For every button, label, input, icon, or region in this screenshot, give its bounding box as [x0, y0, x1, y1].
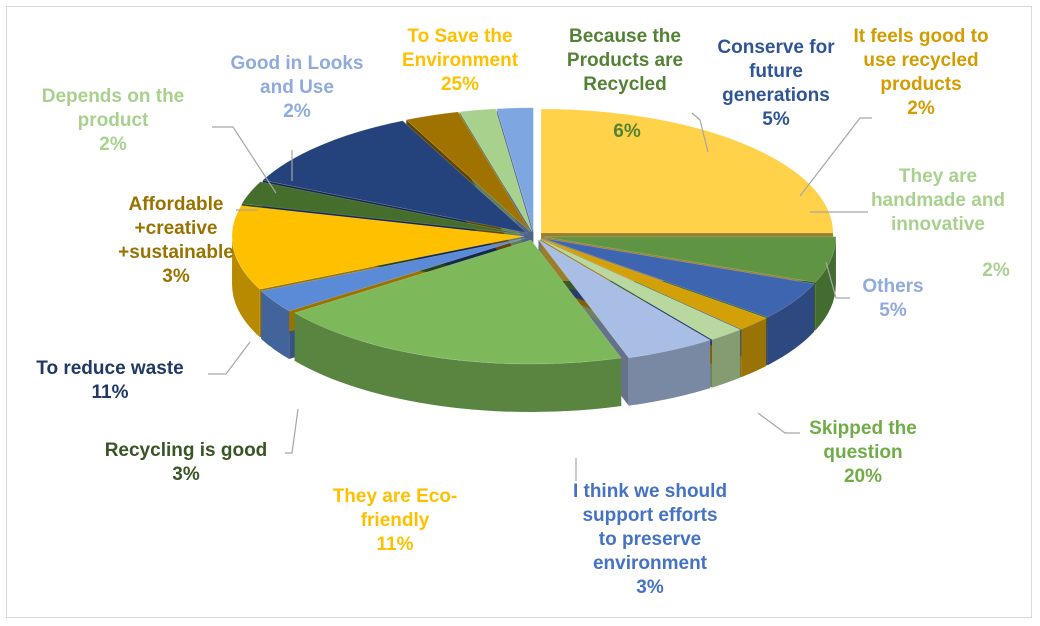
slice-percent-label: 3%	[172, 464, 200, 485]
pie-slice	[459, 108, 533, 232]
pie-slice	[496, 107, 534, 232]
slice-side	[767, 283, 815, 366]
slice-label-text: and Use	[260, 77, 334, 98]
slice-percent-label: 20%	[844, 466, 882, 487]
slice-label-text: +creative	[135, 218, 218, 239]
slice-label-text: environment	[593, 553, 708, 574]
pie-slice	[262, 120, 528, 234]
slice-label-text: generations	[722, 85, 830, 106]
slice-label-text: Affordable	[129, 194, 224, 215]
pie-slice	[260, 237, 526, 312]
slice-label-text: Others	[862, 276, 923, 297]
slice-percent-label: 2%	[283, 101, 311, 122]
slice-label-text: product	[78, 110, 149, 131]
slice-label-text: They are Eco-	[333, 486, 458, 507]
slice-label-text: Recycled	[583, 74, 666, 95]
slice-label-text: Because the	[569, 26, 681, 47]
slice-label: To reduce waste 11%	[36, 358, 183, 403]
pie-slice	[543, 236, 837, 283]
pie-slice	[538, 239, 711, 359]
slice-label-text: To reduce waste	[36, 358, 183, 379]
slice-label: I think we should support efforts to prese…	[573, 481, 727, 598]
slice-label: Affordable +creative +sustainable 3%	[118, 194, 234, 287]
leader-lines	[208, 112, 872, 481]
slice-percent-label: 3%	[162, 266, 190, 287]
slice-label: It feels good to use recycled products 2%	[853, 26, 988, 119]
slice-percent-label: 6%	[613, 121, 641, 142]
slice-label-text: Depends on the	[42, 86, 185, 107]
slice-labels: To Save the Environment 25% Because the Prod…	[36, 26, 1010, 598]
slice-label-text: Conserve for	[717, 37, 835, 58]
slice-label-text: I think we should	[573, 481, 727, 502]
slice-side	[232, 236, 260, 338]
slice-label: Others 5%	[862, 276, 923, 321]
pie-slice	[541, 238, 768, 330]
leader-line	[212, 126, 277, 194]
slice-label: Recycling is good 3%	[105, 440, 268, 485]
slice-percent-label: 2%	[99, 134, 127, 155]
slice-label: Skipped the question 20%	[809, 418, 917, 487]
slice-label: Because the Products are Recycled 6%	[567, 26, 683, 142]
slice-percent-label: 3%	[636, 577, 664, 598]
slice-label: Good in Looks and Use 2%	[231, 53, 364, 122]
slice-percent-label: 2%	[982, 260, 1010, 281]
pie-slice	[293, 239, 622, 365]
leader-line	[208, 341, 251, 375]
slice-percent-label: 5%	[762, 109, 790, 130]
slice-label-text: innovative	[891, 214, 985, 235]
slice-label-text: products	[880, 74, 961, 95]
pie-slice	[405, 111, 531, 233]
slice-side	[261, 290, 290, 360]
slice-label-text: question	[823, 442, 902, 463]
slice-label: They are Eco-friendly 11%	[333, 486, 458, 555]
slice-percent-label: 11%	[377, 534, 414, 555]
slice-label-text: They are	[899, 166, 977, 187]
slice-percent-label: 2%	[907, 98, 935, 119]
pie-slice	[540, 108, 834, 234]
slice-label-text: Skipped the	[809, 418, 917, 439]
slice-label-text: Products are	[567, 50, 683, 71]
pie-slices	[231, 107, 837, 365]
slice-label-text: Recycling is good	[105, 440, 268, 461]
slice-label-text: +sustainable	[118, 242, 234, 263]
slice-label: Depends on the product 2%	[42, 86, 185, 155]
slice-label-text: future	[749, 61, 803, 82]
slice-side	[712, 329, 741, 388]
pie-slice	[542, 237, 815, 318]
slice-label: To Save the Environment 25%	[402, 26, 519, 95]
pie-slice	[241, 181, 525, 235]
slice-label-text: handmade and	[871, 190, 1005, 211]
slice-label-text: support efforts	[582, 505, 717, 526]
leader-line	[825, 261, 850, 299]
slice-side	[815, 236, 836, 331]
slice-label: They are handmade and innovative 2%	[871, 166, 1010, 281]
slice-percent-label: 25%	[441, 74, 479, 95]
slice-label-text: It feels good to	[853, 26, 988, 47]
pie-slice	[231, 205, 525, 290]
leader-line	[757, 412, 800, 434]
slice-label-text: Environment	[402, 50, 519, 71]
slice-side	[741, 317, 767, 378]
leader-line	[285, 408, 299, 454]
slice-side	[294, 312, 622, 413]
pie-slice	[540, 238, 742, 340]
slice-percent-label: 11%	[92, 382, 129, 403]
slice-label-text: use recycled	[863, 50, 978, 71]
slice-label-text: Good in Looks	[231, 53, 364, 74]
slice-side	[628, 340, 711, 406]
leader-line	[691, 112, 709, 153]
slice-label-text: to preserve	[599, 529, 701, 550]
slice-percent-label: 5%	[879, 300, 907, 321]
slice-label: Conserve for future generations 5%	[717, 37, 835, 130]
leader-line	[799, 117, 872, 197]
slice-label-text: friendly	[361, 510, 430, 531]
slice-label-text: To Save the	[407, 26, 512, 47]
